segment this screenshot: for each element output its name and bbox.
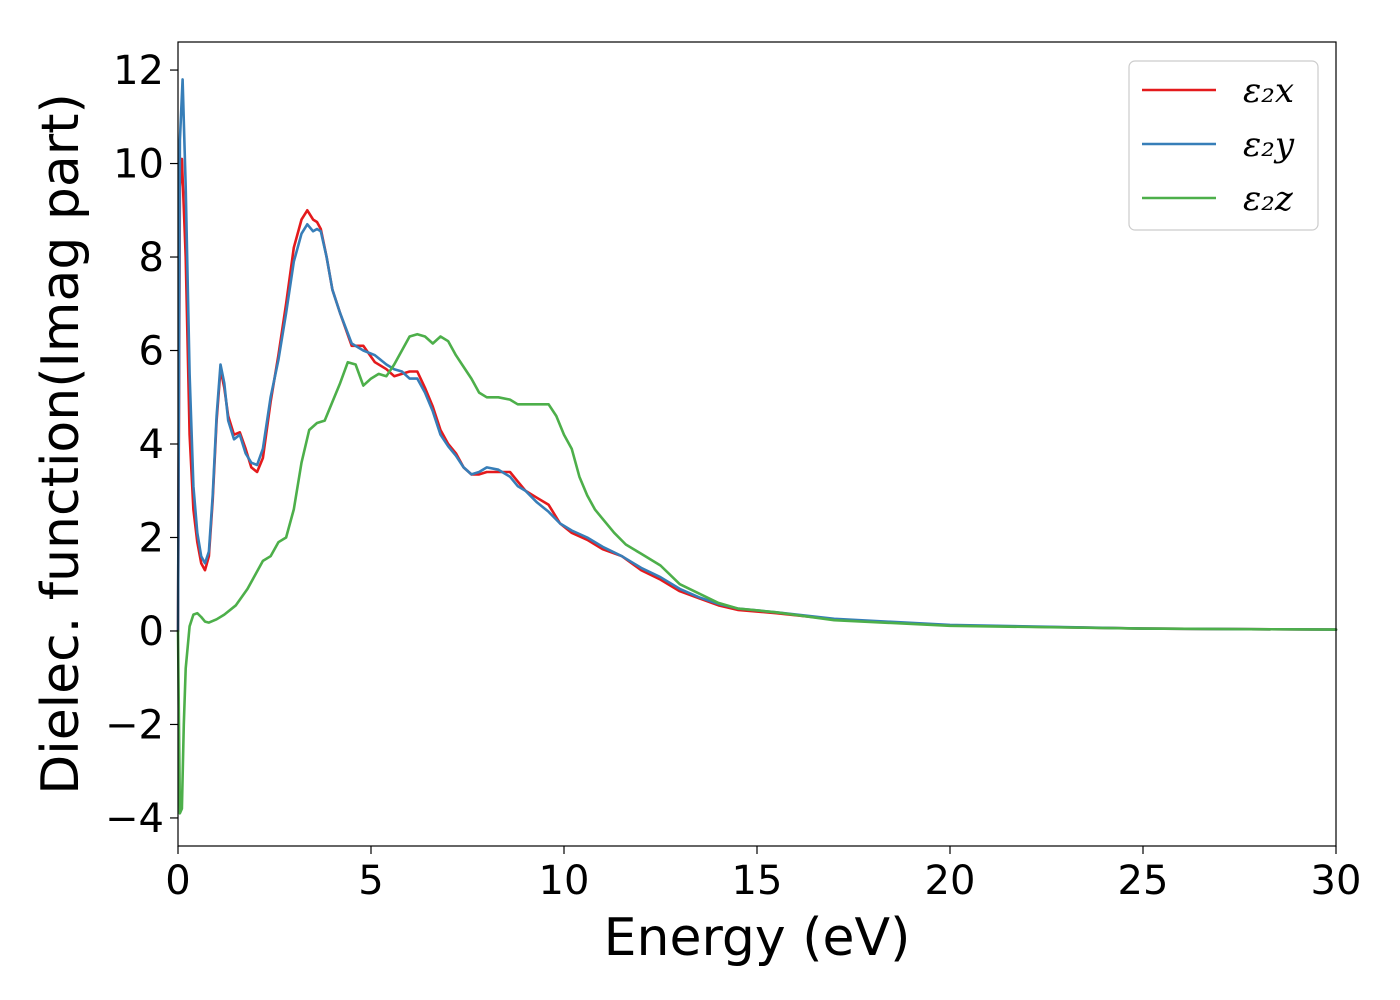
legend-label-1: ε₂x: [1243, 71, 1294, 111]
x-axis-ticks: 0 5 10 15 20 25 30: [165, 846, 1361, 904]
y-tick-label: 12: [113, 48, 164, 94]
y-tick-label: 8: [139, 235, 164, 281]
y-tick-label: 6: [139, 329, 164, 375]
y-tick-label: 4: [139, 422, 164, 468]
legend-label-3: ε₂z: [1243, 179, 1294, 219]
x-tick-label: 20: [925, 858, 976, 904]
legend-label-2: ε₂y: [1243, 125, 1295, 165]
series-line-2: [176, 78, 1338, 633]
x-tick-label: 30: [1311, 858, 1362, 904]
y-axis-ticks: −4 −2 0 2 4 6 8 10 12: [105, 48, 178, 842]
legend: ε₂x ε₂y ε₂z: [1128, 60, 1319, 231]
y-axis-label: Dielec. function(Imag part): [31, 93, 91, 795]
series-line-3: [176, 332, 1338, 815]
y-tick-label: 2: [139, 515, 164, 561]
legend-box: [1128, 60, 1319, 231]
y-tick-label: −2: [105, 702, 164, 748]
x-tick-label: 15: [732, 858, 783, 904]
x-tick-label: 25: [1118, 858, 1169, 904]
y-tick-label: −4: [105, 796, 164, 842]
y-tick-label: 10: [113, 142, 164, 188]
x-tick-label: 10: [539, 858, 590, 904]
x-tick-label: 0: [165, 858, 190, 904]
x-axis-label: Energy (eV): [604, 908, 911, 968]
x-tick-label: 5: [358, 858, 383, 904]
series-layer: [176, 78, 1338, 815]
y-tick-label: 0: [139, 609, 164, 655]
